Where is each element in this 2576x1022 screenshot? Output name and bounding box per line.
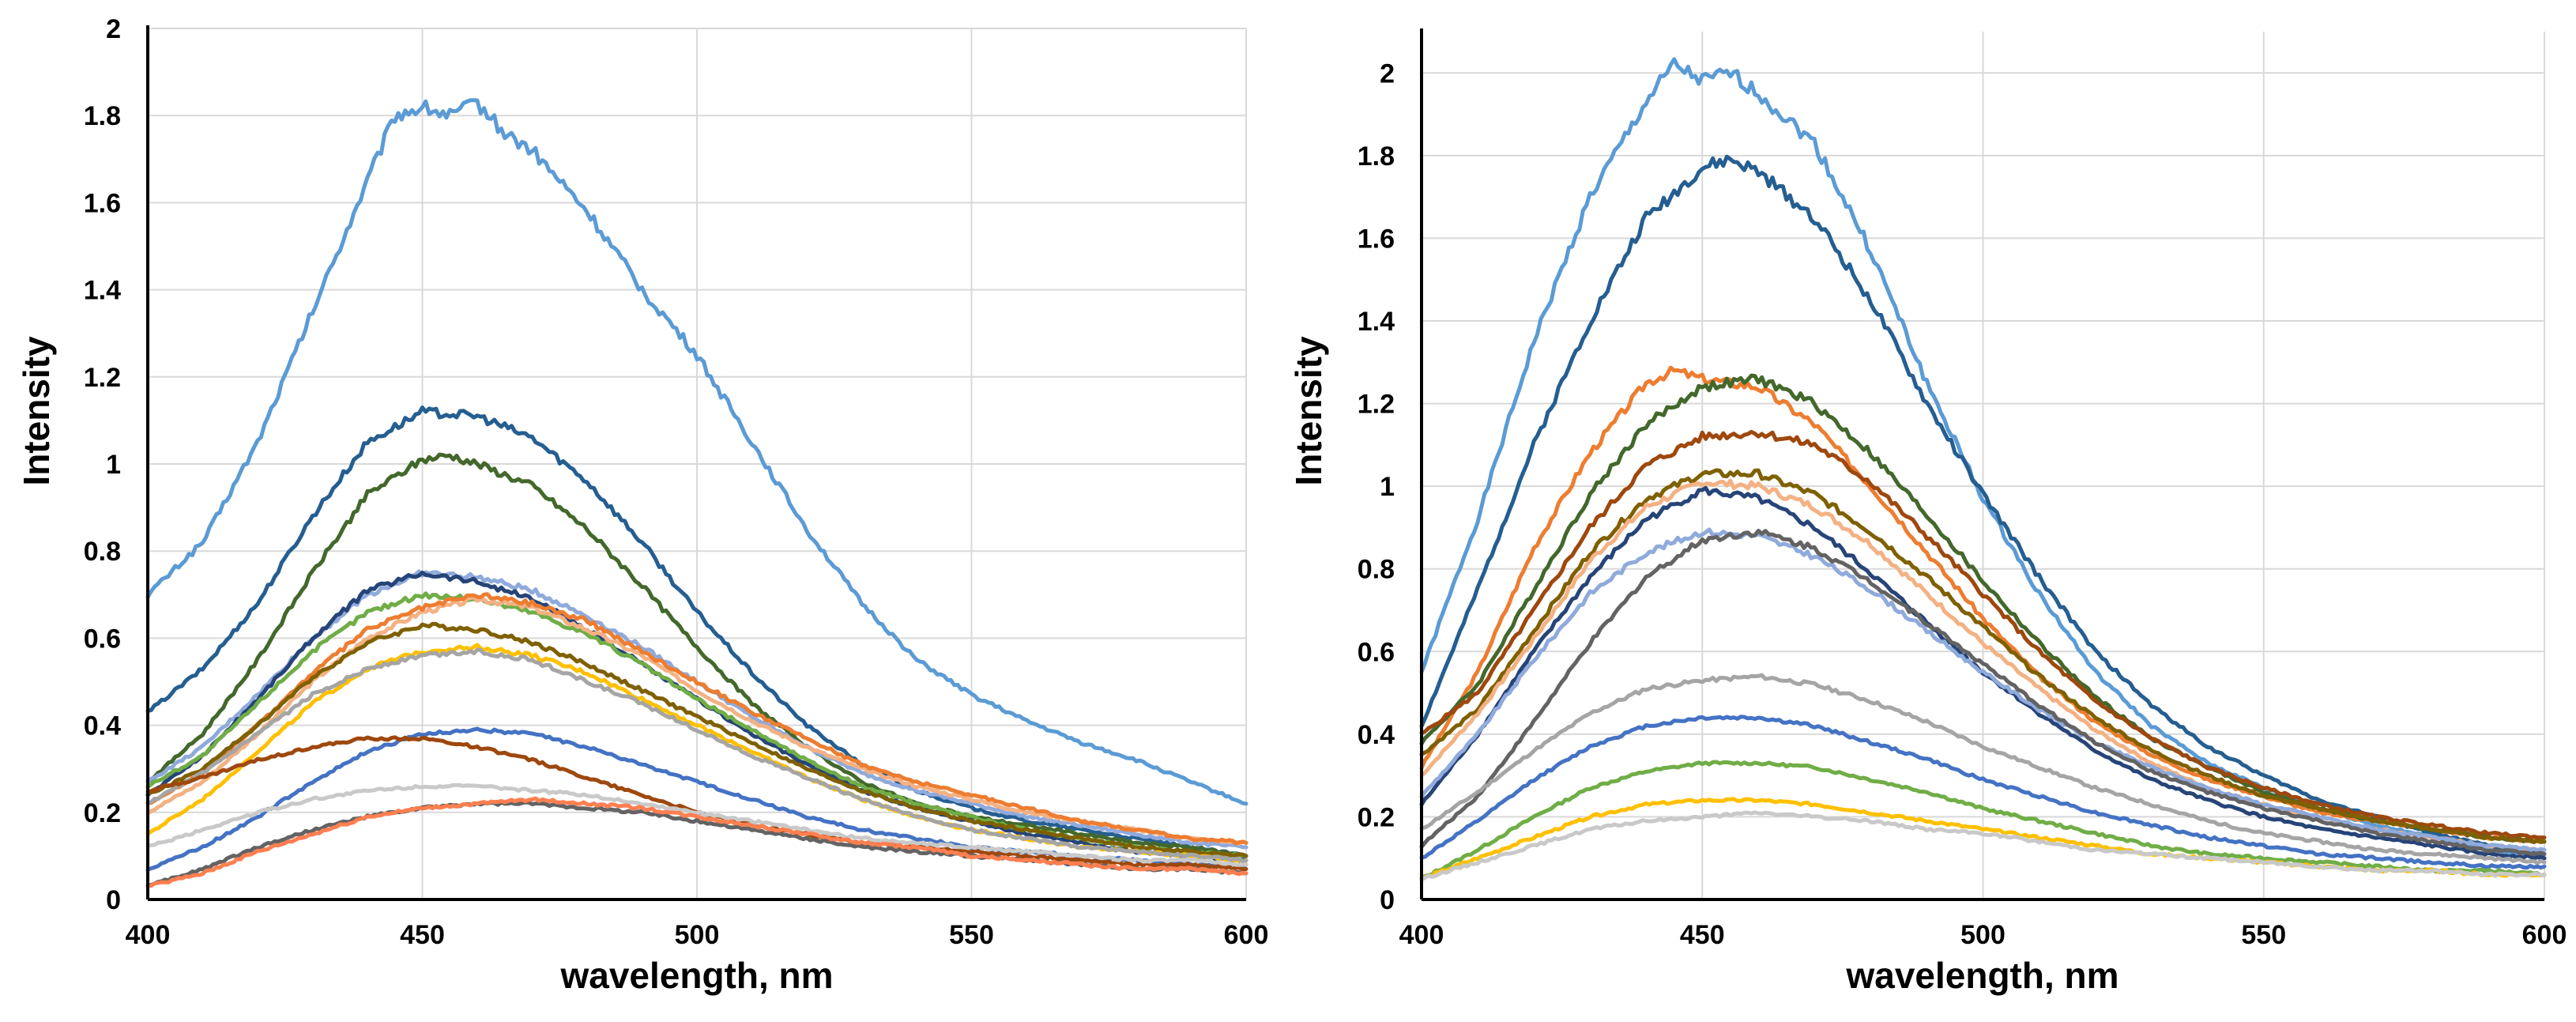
right-y-tick-label: 0.4 (1358, 720, 1395, 750)
right-x-tick-label: 600 (2522, 920, 2567, 950)
right-series-line-11 (1419, 673, 2547, 865)
right-x-tick-labels: 400 450 500 550 600 (1399, 920, 2567, 950)
left-gridlines (148, 28, 1247, 899)
right-y-tick-label: 2 (1380, 58, 1395, 89)
right-series-line-8 (1419, 485, 2547, 861)
left-y-tick-labels: 0 0.2 0.4 0.6 0.8 1 1.2 1.4 1.6 1.8 2 (84, 14, 121, 915)
right-gridlines (1422, 32, 2545, 899)
left-y-tick-label: 0.6 (84, 624, 121, 654)
right-y-tick-label: 1.2 (1358, 390, 1395, 420)
left-x-tick-labels: 400 450 500 550 600 (126, 920, 1269, 950)
left-series-line-11 (145, 647, 1248, 863)
right-y-tick-label: 1.4 (1358, 307, 1395, 337)
right-y-tick-label: 0 (1380, 885, 1395, 915)
left-y-tick-label: 1 (106, 450, 121, 480)
left-chart: 0 0.2 0.4 0.6 0.8 1 1.2 1.4 1.6 1.8 2 400 450 500 550… (16, 14, 1268, 996)
left-y-tick-label: 0.8 (84, 537, 121, 567)
left-y-tick-label: 1.4 (84, 276, 121, 306)
right-y-tick-label: 1 (1380, 472, 1395, 502)
left-series-group (145, 98, 1248, 888)
right-y-tick-labels: 0 0.2 0.4 0.6 0.8 1 1.2 1.4 1.6 1.8 2 (1358, 58, 1395, 915)
left-x-tick-label: 500 (675, 920, 720, 950)
right-x-tick-label: 400 (1399, 920, 1444, 950)
right-series-line-15 (1419, 810, 2547, 882)
left-x-tick-label: 600 (1224, 920, 1269, 950)
right-series-group (1419, 57, 2547, 882)
right-y-tick-label: 0.8 (1358, 555, 1395, 585)
left-y-tick-label: 1.2 (84, 363, 121, 393)
left-x-tick-label: 550 (949, 920, 994, 950)
left-y-tick-label: 1.8 (84, 101, 121, 131)
right-y-tick-label: 0.6 (1358, 637, 1395, 667)
right-y-tick-label: 0.2 (1358, 802, 1395, 832)
left-y-tick-label: 1.6 (84, 188, 121, 218)
right-y-tick-label: 1.6 (1358, 224, 1395, 254)
right-series-line-6 (1419, 468, 2547, 844)
right-series-line-9 (1419, 527, 2547, 853)
left-y-tick-label: 0 (106, 885, 121, 915)
left-y-tick-label: 0.2 (84, 798, 121, 828)
left-x-axis-title: wavelength, nm (559, 955, 833, 996)
right-x-axis-title: wavelength, nm (1845, 955, 2118, 996)
right-series-line-13 (1419, 760, 2547, 881)
left-series-line-14 (145, 783, 1248, 867)
left-series-line-16 (145, 796, 1248, 888)
left-y-axis-title: Intensity (16, 336, 57, 486)
right-series-line-12 (1419, 715, 2547, 870)
left-series-line-8 (145, 592, 1248, 846)
left-x-tick-label: 450 (400, 920, 445, 950)
right-series-line-10 (1419, 529, 2547, 857)
left-y-tick-label: 2 (106, 14, 121, 44)
left-series-line-2 (145, 405, 1248, 858)
right-chart: 0 0.2 0.4 0.6 0.8 1 1.2 1.4 1.6 1.8 2 400 450 500 550… (1288, 28, 2567, 996)
left-x-tick-label: 400 (126, 920, 171, 950)
right-x-tick-label: 450 (1680, 920, 1725, 950)
right-series-line-5 (1419, 429, 2547, 840)
left-series-line-9 (145, 621, 1248, 858)
right-y-axis-title: Intensity (1288, 336, 1329, 486)
left-series-line-1 (145, 98, 1248, 806)
left-series-line-3 (145, 452, 1248, 858)
right-y-tick-label: 1.8 (1358, 141, 1395, 172)
right-x-tick-label: 500 (1960, 920, 2005, 950)
left-y-tick-label: 0.4 (84, 711, 121, 741)
right-series-line-2 (1419, 154, 2547, 857)
right-x-tick-label: 550 (2241, 920, 2286, 950)
